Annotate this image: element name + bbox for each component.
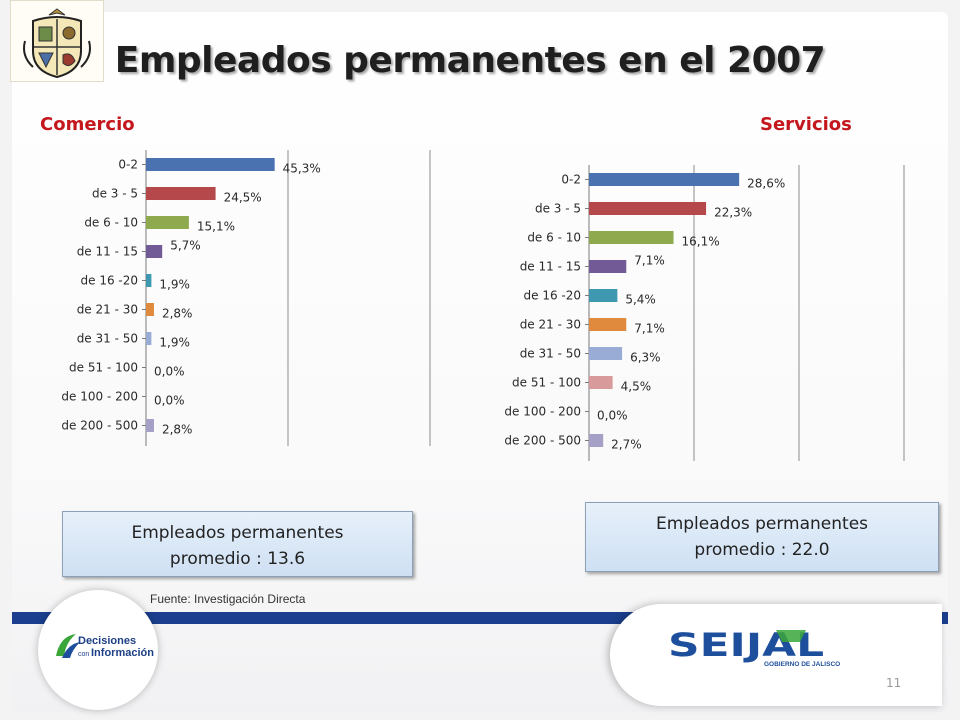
servicios-category-label: de 100 - 200 — [504, 405, 581, 419]
servicios-value-label: 6,3% — [630, 351, 661, 365]
comercio-category-label: de 100 - 200 — [61, 390, 138, 404]
servicios-bar — [589, 347, 623, 360]
decisiones-line2: Información — [91, 647, 154, 659]
comercio-value-label: 45,3% — [283, 162, 321, 176]
servicios-value-label: 16,1% — [682, 235, 720, 249]
comercio-category-label: 0-2 — [118, 158, 138, 172]
comercio-category-label: de 6 - 10 — [84, 216, 138, 230]
decisiones-line1: Decisiones — [78, 635, 136, 647]
servicios-value-label: 5,4% — [625, 293, 656, 307]
comercio-average-line1: Empleados permanentes — [131, 523, 344, 543]
comercio-value-label: 1,9% — [159, 278, 190, 292]
servicios-category-label: de 31 - 50 — [520, 347, 581, 361]
comercio-value-label: 1,9% — [159, 336, 190, 350]
comercio-bar — [146, 303, 154, 316]
comercio-value-label: 5,7% — [170, 239, 201, 253]
servicios-bar — [589, 318, 627, 331]
servicios-bar — [589, 202, 707, 215]
footer-right-panel — [610, 604, 942, 706]
slide-background — [12, 12, 948, 712]
seijal-accent-icon — [776, 630, 806, 642]
servicios-heading: Servicios — [760, 114, 852, 135]
servicios-value-label: 0,0% — [597, 409, 628, 423]
servicios-average-line1: Empleados permanentes — [655, 514, 869, 534]
servicios-average-box: Empleados permanentes promedio : 22.0 — [585, 502, 939, 572]
servicios-average-line2: promedio : 22.0 — [694, 540, 830, 560]
comercio-category-label: de 3 - 5 — [92, 187, 138, 201]
comercio-bar — [146, 158, 275, 171]
servicios-value-label: 7,1% — [634, 254, 665, 268]
decisiones-leaf-icon — [56, 634, 76, 656]
comercio-category-label: de 11 - 15 — [77, 245, 138, 259]
servicios-category-label: 0-2 — [561, 173, 581, 187]
comercio-bar — [146, 245, 163, 258]
comercio-category-label: de 51 - 100 — [69, 361, 138, 375]
servicios-bar — [589, 289, 618, 302]
page-number: 11 — [886, 676, 902, 690]
servicios-bar-chart: 0-2 28,6% de 3 - 5 22,3% de 6 - 10 16,1% de 11… — [504, 165, 905, 461]
comercio-bar-chart: 0-2 45,3% de 3 - 5 24,5% de 6 - 10 15,1% de 11… — [61, 150, 431, 446]
servicios-bar — [589, 231, 674, 244]
comercio-category-label: de 31 - 50 — [77, 332, 138, 346]
servicios-category-label: de 16 -20 — [524, 289, 582, 303]
comercio-value-label: 2,8% — [162, 423, 193, 437]
comercio-value-label: 0,0% — [154, 394, 185, 408]
servicios-value-label: 4,5% — [621, 380, 652, 394]
comercio-value-label: 2,8% — [162, 307, 193, 321]
comercio-bar — [146, 332, 152, 345]
source-note: Fuente: Investigación Directa — [150, 592, 306, 606]
comercio-value-label: 0,0% — [154, 365, 185, 379]
comercio-bar — [146, 419, 154, 432]
servicios-value-label: 7,1% — [634, 322, 665, 336]
servicios-bar — [589, 376, 613, 389]
comercio-category-label: de 21 - 30 — [77, 303, 138, 317]
comercio-bar — [146, 187, 216, 200]
comercio-value-label: 15,1% — [197, 220, 235, 234]
comercio-heading: Comercio — [40, 114, 135, 135]
comercio-bar — [146, 274, 152, 287]
comercio-average-box: Empleados permanentes promedio : 13.6 — [62, 511, 413, 577]
servicios-value-label: 22,3% — [714, 206, 752, 220]
servicios-category-label: de 6 - 10 — [527, 231, 581, 245]
servicios-category-label: de 3 - 5 — [535, 202, 581, 216]
servicios-category-label: de 11 - 15 — [520, 260, 581, 274]
servicios-category-label: de 21 - 30 — [520, 318, 581, 332]
servicios-value-label: 28,6% — [747, 177, 785, 191]
comercio-bar — [146, 216, 189, 229]
decisiones-con: con — [78, 651, 89, 658]
comercio-average-line2: promedio : 13.6 — [169, 549, 306, 569]
servicios-bar — [589, 173, 740, 186]
servicios-category-label: de 51 - 100 — [512, 376, 581, 390]
servicios-category-label: de 200 - 500 — [504, 434, 581, 448]
servicios-bar — [589, 260, 627, 273]
comercio-value-label: 24,5% — [224, 191, 262, 205]
page-title: Empleados permanentes en el 2007 — [114, 40, 826, 81]
decisiones-logo: Decisiones con Información — [56, 634, 154, 659]
coat-of-arms-logo — [10, 0, 104, 82]
seijal-logo: SEIJAL GOBIERNO DE JALISCO — [668, 626, 840, 668]
servicios-bar — [589, 434, 604, 447]
comercio-category-label: de 16 -20 — [81, 274, 139, 288]
seijal-tagline: GOBIERNO DE JALISCO — [764, 661, 840, 668]
comercio-category-label: de 200 - 500 — [61, 419, 138, 433]
servicios-value-label: 2,7% — [611, 438, 642, 452]
decisiones-swoosh-icon — [62, 642, 80, 658]
